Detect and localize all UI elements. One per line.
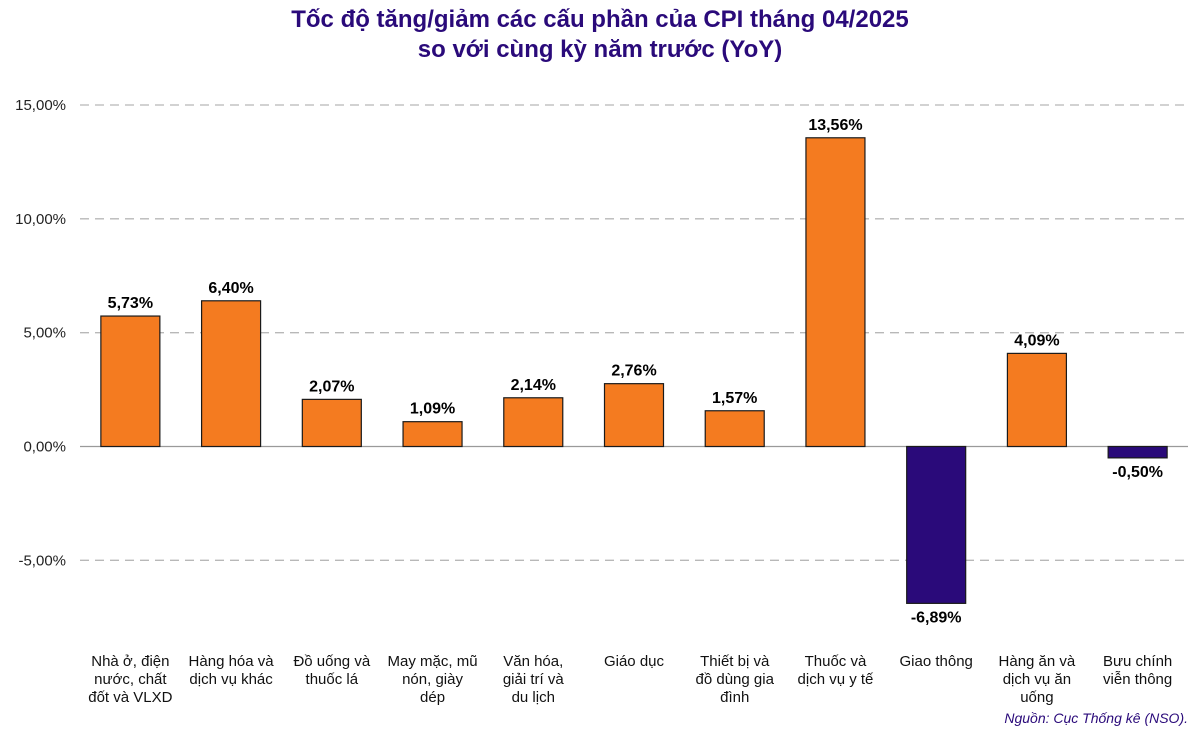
category-label: Hàng hóa và dịch vụ khác	[189, 653, 275, 688]
data-label: 1,57%	[712, 390, 757, 407]
bar	[805, 137, 866, 448]
category-label: Giáo dục	[604, 653, 665, 670]
data-label: 2,07%	[309, 378, 354, 395]
category-label: Văn hóa, giải trí và du lịch	[503, 653, 565, 706]
bar	[503, 397, 564, 448]
category-label: Hàng ăn và dịch vụ ăn uống	[999, 653, 1076, 706]
y-tick-label: -5,00%	[18, 552, 66, 569]
bar	[1006, 352, 1068, 448]
data-label: 1,09%	[410, 401, 455, 418]
value-labels: 5,73% 6,40% 2,07% 1,09% 2,14% 2,76% 1,57% 13,56…	[108, 117, 1163, 627]
category-label: Thiết bị và đồ dùng gia đình	[696, 653, 775, 706]
category-label: Bưu chính viễn thông	[1103, 653, 1172, 688]
bar	[603, 383, 665, 448]
data-label: 5,73%	[108, 295, 153, 312]
category-label: Thuốc và dịch vụ y tế	[798, 653, 875, 688]
bar	[402, 421, 463, 448]
chart-title: Tốc độ tăng/giảm các cấu phần của CPI th…	[291, 6, 909, 63]
data-label: 2,14%	[511, 377, 556, 394]
category-label: May mặc, mũ nón, giày dép	[388, 653, 478, 706]
data-label: 4,09%	[1014, 332, 1059, 349]
category-label: Giao thông	[899, 653, 972, 670]
y-tick-label: 15,00%	[15, 97, 66, 114]
bar	[704, 410, 765, 448]
data-label: 6,40%	[208, 280, 253, 297]
data-label: -6,89%	[911, 609, 962, 626]
bar	[200, 300, 262, 448]
y-tick-label: 5,00%	[23, 325, 66, 342]
data-label: 13,56%	[808, 117, 862, 134]
chart-title-line-1: Tốc độ tăng/giảm các cấu phần của CPI th…	[291, 6, 909, 33]
bar	[906, 445, 967, 604]
bar	[301, 398, 362, 448]
category-label: Đồ uống và thuốc lá	[293, 653, 370, 688]
bar	[1107, 445, 1168, 459]
data-label: 2,76%	[611, 363, 656, 380]
data-label: -0,50%	[1112, 464, 1163, 481]
y-tick-label: 10,00%	[15, 211, 66, 228]
bar	[100, 315, 161, 448]
category-label: Nhà ở, điện nước, chất đốt và VLXD	[88, 653, 172, 706]
bars	[100, 137, 1168, 604]
y-tick-label: 0,00%	[23, 439, 66, 456]
source-note: Nguồn: Cục Thống kê (NSO).	[1004, 710, 1188, 726]
y-axis-ticks: 15,00% 10,00% 5,00% 0,00% -5,00%	[15, 97, 66, 569]
category-labels: Nhà ở, điện nước, chất đốt và VLXD Hàng hóa…	[88, 653, 1172, 706]
chart-title-line-2: so với cùng kỳ năm trước (YoY)	[418, 36, 782, 63]
